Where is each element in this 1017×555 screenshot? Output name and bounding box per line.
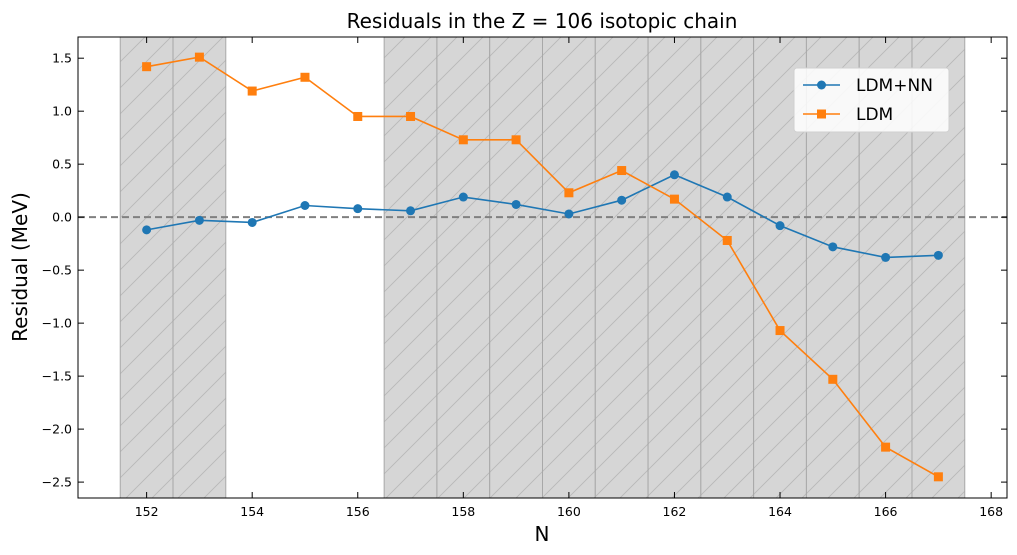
data-point [881, 252, 891, 262]
axis-ticks: 152 154 156 158 160 162 164 166 168 −2.5 −2.0 −1.5 −… [42, 37, 1007, 519]
data-point [933, 472, 943, 482]
data-point [406, 206, 416, 216]
data-point [511, 135, 521, 145]
x-tick-label: 152 [135, 504, 159, 519]
x-tick-label: 164 [768, 504, 792, 519]
legend: LDM+NN LDM [793, 67, 950, 133]
y-tick-label: −1.0 [42, 316, 72, 331]
y-tick-label: 0.5 [52, 157, 72, 172]
data-point [828, 242, 838, 252]
data-point [617, 166, 627, 176]
x-tick-label: 158 [451, 504, 475, 519]
y-tick-label: 1.0 [52, 104, 72, 119]
x-tick-label: 162 [663, 504, 687, 519]
data-point [458, 135, 468, 145]
shaded-regions [119, 37, 966, 498]
data-point [300, 72, 310, 82]
y-tick-label: 0.0 [52, 210, 72, 225]
legend-label-ldm-nn: LDM+NN [856, 76, 933, 96]
data-point [564, 209, 574, 219]
shaded-region-hatch [648, 37, 701, 498]
series-line-0 [146, 173, 939, 259]
data-point [775, 326, 785, 336]
data-point [669, 194, 679, 204]
x-tick-label: 156 [346, 504, 370, 519]
data-point [142, 225, 152, 235]
series-lines [146, 56, 939, 478]
data-point [406, 111, 416, 121]
x-tick-label: 160 [557, 504, 581, 519]
data-point [300, 201, 310, 211]
data-point [828, 374, 838, 384]
shaded-region-hatch [436, 37, 490, 498]
series-markers [142, 52, 943, 482]
data-point [511, 199, 521, 209]
shaded-region-hatch [120, 37, 174, 498]
y-axis-label: Residual (MeV) [8, 192, 32, 342]
data-point [617, 195, 627, 205]
shaded-region-hatch [542, 37, 596, 498]
shaded-region-hatch [384, 37, 437, 498]
data-point [142, 62, 152, 72]
data-point [353, 204, 363, 214]
legend-label-ldm: LDM [856, 105, 893, 125]
shaded-region-hatch [595, 37, 649, 498]
data-point [564, 188, 574, 198]
data-point [722, 192, 732, 202]
legend-marker-ldm [817, 109, 826, 119]
data-point [669, 170, 679, 180]
shaded-region-hatch [173, 37, 226, 498]
series-line-1 [146, 56, 939, 478]
data-point [775, 221, 785, 231]
x-axis-label: N [535, 522, 550, 546]
y-tick-label: 1.5 [52, 51, 72, 66]
data-point [194, 52, 204, 62]
plot-frame [77, 36, 1008, 499]
shaded-region-hatch [489, 37, 543, 498]
chart-title: Residuals in the Z = 106 isotopic chain [347, 9, 738, 33]
y-tick-label: −1.5 [42, 369, 72, 384]
y-tick-label: −2.5 [42, 475, 72, 490]
data-point [722, 235, 732, 245]
data-point [247, 86, 257, 96]
x-tick-label: 166 [874, 504, 898, 519]
x-tick-label: 154 [240, 504, 264, 519]
x-tick-label: 168 [979, 504, 1003, 519]
y-tick-label: −2.0 [42, 422, 72, 437]
legend-box [793, 67, 950, 133]
data-point [247, 217, 257, 227]
data-point [458, 192, 468, 202]
y-tick-label: −0.5 [42, 263, 72, 278]
legend-marker-ldm-nn [817, 80, 826, 90]
data-point [881, 442, 891, 452]
shaded-region-hatch [700, 37, 754, 498]
data-point [353, 111, 363, 121]
data-point [933, 250, 943, 260]
data-point [194, 215, 204, 225]
